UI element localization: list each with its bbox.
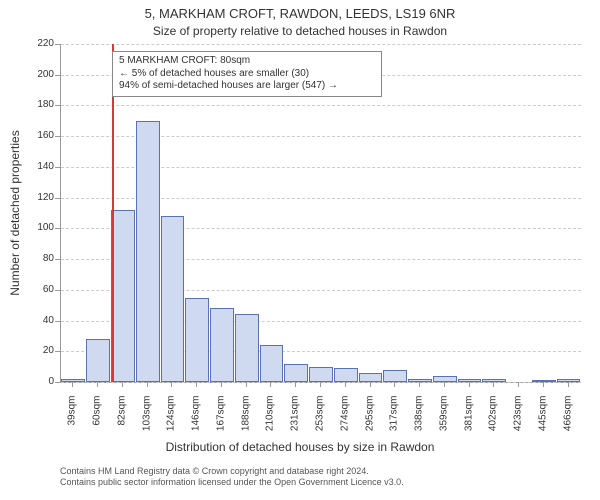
x-tick-label: 402sqm <box>488 396 499 456</box>
y-tick-label: 160 <box>26 130 54 141</box>
x-tick-label: 317sqm <box>389 396 400 456</box>
x-tick-label: 253sqm <box>315 396 326 456</box>
y-tick-label: 40 <box>26 315 54 326</box>
histogram-bar <box>383 370 407 382</box>
y-tick-label: 140 <box>26 161 54 172</box>
gridline <box>61 44 581 45</box>
x-tick-label: 60sqm <box>92 396 103 456</box>
x-tick <box>221 382 222 387</box>
histogram-bar <box>111 210 135 382</box>
x-tick-label: 146sqm <box>191 396 202 456</box>
histogram-bar <box>185 298 209 383</box>
x-tick-label: 445sqm <box>537 396 548 456</box>
x-tick-label: 274sqm <box>339 396 350 456</box>
histogram-bar <box>284 364 308 382</box>
y-tick-label: 120 <box>26 192 54 203</box>
x-tick-label: 338sqm <box>414 396 425 456</box>
legend-line: ← 5% of detached houses are smaller (30) <box>119 68 375 81</box>
y-tick-label: 100 <box>26 222 54 233</box>
x-tick-label: 423sqm <box>513 396 524 456</box>
chart-subtitle: Size of property relative to detached ho… <box>0 24 600 38</box>
x-tick-label: 295sqm <box>364 396 375 456</box>
x-tick <box>97 382 98 387</box>
histogram-bar <box>532 380 556 382</box>
histogram-bar <box>334 368 358 382</box>
gridline <box>61 105 581 106</box>
y-tick <box>55 290 60 291</box>
x-tick-label: 167sqm <box>215 396 226 456</box>
y-tick-label: 60 <box>26 284 54 295</box>
x-tick <box>320 382 321 387</box>
x-tick-label: 103sqm <box>141 396 152 456</box>
gridline <box>61 382 581 383</box>
x-tick <box>246 382 247 387</box>
histogram-bar <box>235 314 259 382</box>
x-tick <box>394 382 395 387</box>
x-tick-label: 210sqm <box>265 396 276 456</box>
x-tick <box>370 382 371 387</box>
histogram-bar <box>359 373 383 382</box>
x-tick <box>171 382 172 387</box>
y-tick <box>55 167 60 168</box>
footer-attribution: Contains HM Land Registry data © Crown c… <box>60 466 404 489</box>
y-tick-label: 0 <box>26 376 54 387</box>
y-tick-label: 200 <box>26 69 54 80</box>
x-tick <box>295 382 296 387</box>
x-tick <box>72 382 73 387</box>
y-tick-label: 20 <box>26 345 54 356</box>
x-tick-label: 82sqm <box>116 396 127 456</box>
x-tick-label: 359sqm <box>438 396 449 456</box>
y-axis-label: Number of detached properties <box>8 63 22 363</box>
x-tick <box>196 382 197 387</box>
legend-line: 5 MARKHAM CROFT: 80sqm <box>119 55 375 68</box>
legend-line: 94% of semi-detached houses are larger (… <box>119 80 375 93</box>
y-tick <box>55 198 60 199</box>
histogram-bar <box>210 308 234 382</box>
x-tick <box>568 382 569 387</box>
legend-box: 5 MARKHAM CROFT: 80sqm ← 5% of detached … <box>112 51 382 97</box>
x-tick <box>122 382 123 387</box>
y-tick <box>55 351 60 352</box>
x-tick <box>147 382 148 387</box>
y-tick <box>55 259 60 260</box>
histogram-bar <box>136 121 160 382</box>
x-tick-label: 231sqm <box>290 396 301 456</box>
y-tick <box>55 382 60 383</box>
x-tick <box>444 382 445 387</box>
y-tick <box>55 75 60 76</box>
x-tick <box>493 382 494 387</box>
histogram-bar <box>260 345 284 382</box>
x-tick <box>270 382 271 387</box>
x-tick-label: 124sqm <box>166 396 177 456</box>
y-tick-label: 180 <box>26 99 54 110</box>
x-tick <box>345 382 346 387</box>
x-tick <box>469 382 470 387</box>
x-tick-label: 39sqm <box>67 396 78 456</box>
y-tick <box>55 105 60 106</box>
histogram-bar <box>161 216 185 382</box>
x-tick <box>543 382 544 387</box>
histogram-bar <box>309 367 333 382</box>
page-title: 5, MARKHAM CROFT, RAWDON, LEEDS, LS19 6N… <box>0 6 600 21</box>
x-tick-label: 188sqm <box>240 396 251 456</box>
footer-line: Contains HM Land Registry data © Crown c… <box>60 466 404 477</box>
x-tick-label: 381sqm <box>463 396 474 456</box>
histogram-bar <box>86 339 110 382</box>
y-tick <box>55 44 60 45</box>
y-tick <box>55 136 60 137</box>
x-tick <box>518 382 519 387</box>
y-tick-label: 220 <box>26 38 54 49</box>
y-tick-label: 80 <box>26 253 54 264</box>
y-tick <box>55 228 60 229</box>
x-tick-label: 466sqm <box>562 396 573 456</box>
histogram-bar <box>433 376 457 382</box>
x-tick <box>419 382 420 387</box>
y-tick <box>55 321 60 322</box>
footer-line: Contains public sector information licen… <box>60 477 404 488</box>
